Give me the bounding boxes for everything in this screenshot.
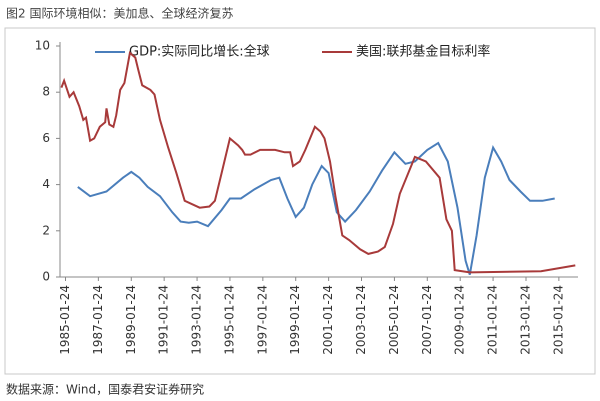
x-tick-label: 2013-01-24 [518, 285, 532, 355]
x-tick-label: 2009-01-24 [453, 285, 467, 355]
y-tick-label: 4 [42, 177, 50, 191]
x-tick-label: 2015-01-24 [551, 285, 565, 355]
chart-title: 图2 国际环境相似：美加息、全球经济复苏 [6, 6, 233, 21]
x-tick-label: 1995-01-24 [222, 285, 236, 355]
x-tick-label: 2007-01-24 [420, 285, 434, 355]
chart-frame [4, 27, 596, 375]
x-tick-label: 2005-01-24 [387, 285, 401, 355]
x-tick-label: 2001-01-24 [321, 285, 335, 355]
y-tick-label: 8 [42, 85, 50, 99]
legend-label: GDP:实际同比增长:全球 [129, 44, 270, 60]
x-tick-label: 1997-01-24 [255, 285, 269, 355]
x-tick-label: 1987-01-24 [91, 285, 105, 355]
x-tick-label: 1989-01-24 [124, 285, 138, 355]
x-tick-label: 2003-01-24 [354, 285, 368, 355]
x-tick-label: 1999-01-24 [288, 285, 302, 355]
y-tick-label: 0 [42, 270, 50, 284]
x-tick-label: 1991-01-24 [157, 285, 171, 355]
y-tick-label: 2 [42, 223, 50, 237]
y-tick-label: 6 [42, 131, 50, 145]
y-tick-label: 10 [35, 39, 50, 53]
x-tick-label: 1985-01-24 [58, 285, 72, 355]
series-line [60, 50, 576, 274]
x-tick-label: 2011-01-24 [486, 285, 500, 355]
source-note: 数据来源：Wind，国泰君安证券研究 [6, 382, 204, 397]
series-line [77, 141, 555, 275]
x-tick-label: 1993-01-24 [190, 285, 204, 355]
legend-label: 美国:联邦基金目标利率 [356, 44, 490, 60]
